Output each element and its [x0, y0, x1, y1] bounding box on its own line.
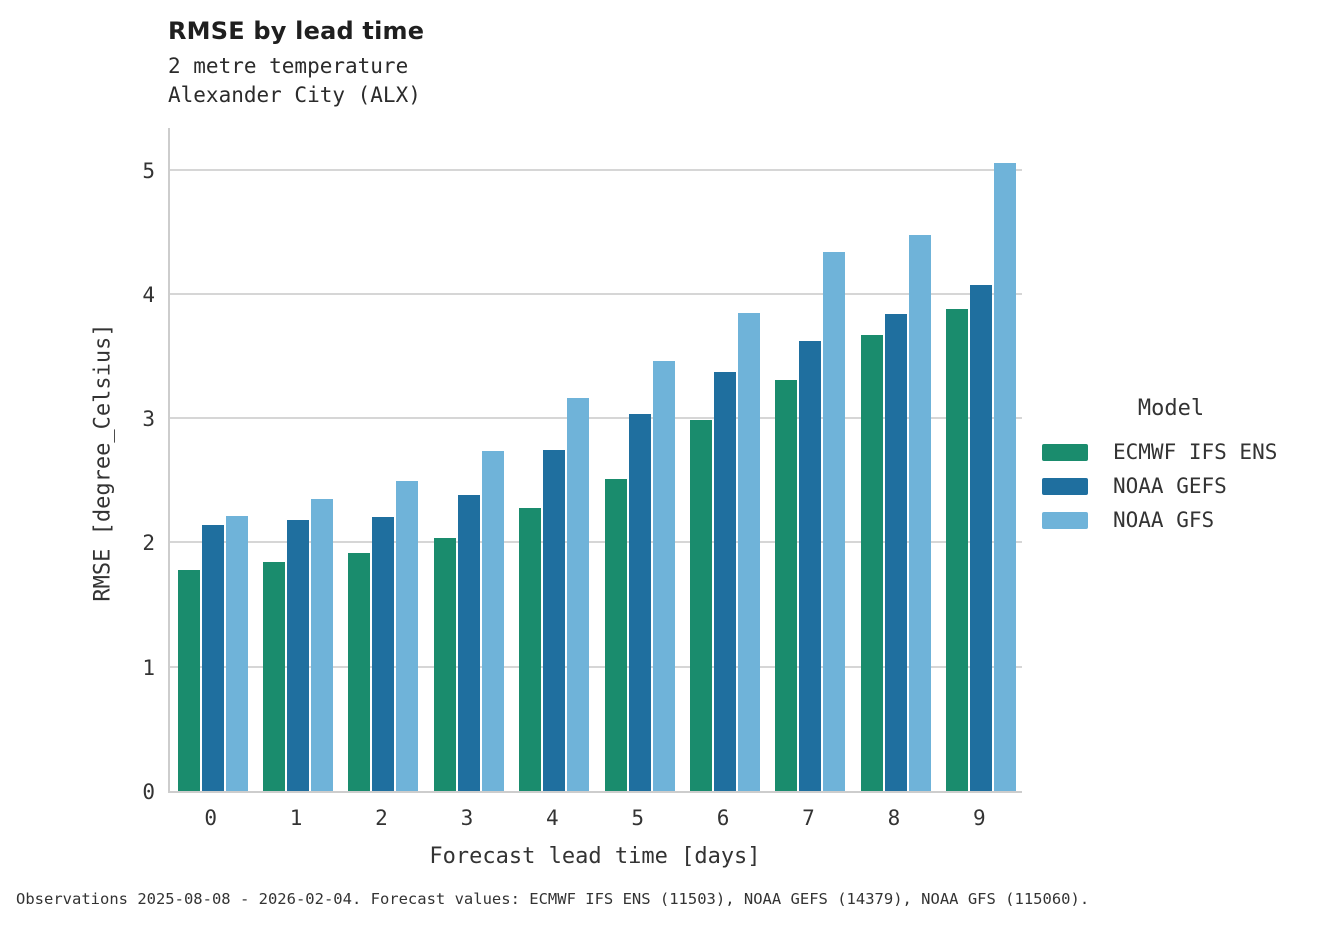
bar-group-lead-6 [682, 128, 767, 791]
legend: Model ECMWF IFS ENS NOAA GEFS NOAA GFS [1042, 396, 1312, 537]
bar-group-lead-4 [512, 128, 597, 791]
legend-label: ECMWF IFS ENS [1113, 440, 1278, 464]
bar-group-lead-3 [426, 128, 511, 791]
bar-ecmwf-ifs-ens-lead-0 [177, 570, 200, 791]
bar-ecmwf-ifs-ens-lead-6 [690, 420, 713, 791]
gridline-y-4 [170, 292, 1022, 295]
bar-ecmwf-ifs-ens-lead-9 [946, 308, 969, 791]
x-tick-label-0: 0 [204, 806, 218, 830]
y-tick-label-2: 2 [142, 531, 155, 556]
bar-group-lead-7 [768, 128, 853, 791]
bar-ecmwf-ifs-ens-lead-4 [519, 508, 542, 791]
x-tick-label-1: 1 [289, 806, 303, 830]
bar-noaa-gefs-lead-1 [287, 519, 310, 791]
plot-area [168, 128, 1022, 793]
bar-ecmwf-ifs-ens-lead-1 [263, 561, 286, 791]
gridline-y-1 [170, 665, 1022, 668]
bar-noaa-gfs-lead-1 [311, 498, 334, 791]
x-tick-label-7: 7 [802, 806, 815, 830]
legend-entries: ECMWF IFS ENS NOAA GEFS NOAA GFS [1042, 435, 1312, 537]
bar-noaa-gefs-lead-4 [543, 450, 566, 791]
bar-group-lead-1 [255, 128, 340, 791]
bar-ecmwf-ifs-ens-lead-8 [860, 334, 883, 791]
bar-noaa-gfs-lead-3 [481, 451, 504, 791]
bar-noaa-gfs-lead-9 [994, 162, 1017, 791]
bar-noaa-gfs-lead-5 [652, 360, 675, 791]
y-tick-label-3: 3 [142, 407, 155, 432]
legend-title: Model [1137, 396, 1205, 421]
y-tick-label-4: 4 [142, 282, 155, 307]
chart-subtitle: 2 metre temperature Alexander City (ALX) [168, 52, 421, 110]
legend-entry-noaa-gfs: NOAA GFS [1042, 503, 1312, 537]
bar-noaa-gfs-lead-8 [908, 234, 931, 791]
legend-swatch-icon [1042, 511, 1088, 529]
y-axis-title: RMSE [degree_Celsius] [90, 323, 116, 602]
bar-group-lead-0 [170, 128, 255, 791]
gridline-y-2 [170, 541, 1022, 544]
bar-noaa-gefs-lead-8 [884, 313, 907, 791]
footer-caption: Observations 2025-08-08 - 2026-02-04. Fo… [16, 890, 1090, 908]
legend-swatch-icon [1042, 443, 1088, 461]
bar-noaa-gfs-lead-4 [567, 398, 590, 791]
bar-noaa-gfs-lead-2 [396, 481, 419, 791]
x-tick-label-5: 5 [631, 806, 645, 830]
x-tick-label-8: 8 [887, 806, 901, 830]
bar-noaa-gefs-lead-0 [201, 524, 224, 791]
bar-ecmwf-ifs-ens-lead-5 [604, 478, 627, 791]
bar-group-lead-8 [853, 128, 938, 791]
x-tick-label-2: 2 [375, 806, 388, 830]
bar-group-lead-9 [939, 128, 1024, 791]
legend-entry-ecmwf-ifs-ens: ECMWF IFS ENS [1042, 435, 1312, 469]
bar-group-lead-2 [341, 128, 426, 791]
bar-noaa-gfs-lead-0 [225, 515, 248, 791]
x-axis-title: Forecast lead time [days] [429, 844, 761, 869]
legend-swatch-icon [1042, 477, 1088, 495]
bar-noaa-gefs-lead-7 [799, 341, 822, 791]
x-tick-label-6: 6 [716, 806, 730, 830]
y-tick-label-5: 5 [142, 158, 155, 183]
bar-noaa-gfs-lead-7 [823, 251, 846, 791]
y-tick-label-1: 1 [142, 655, 155, 680]
bar-noaa-gefs-lead-6 [714, 372, 737, 791]
gridline-y-5 [170, 168, 1022, 171]
bar-ecmwf-ifs-ens-lead-2 [348, 553, 371, 791]
y-tick-label-0: 0 [142, 780, 155, 804]
bar-noaa-gefs-lead-9 [970, 285, 993, 791]
gridline-y-3 [170, 417, 1022, 420]
x-tick-label-4: 4 [545, 806, 559, 830]
bar-noaa-gefs-lead-3 [457, 494, 480, 791]
bar-group-lead-5 [597, 128, 682, 791]
x-tick-label-9: 9 [972, 806, 986, 830]
bar-noaa-gfs-lead-6 [738, 312, 761, 791]
legend-label: NOAA GEFS [1113, 474, 1227, 498]
bar-ecmwf-ifs-ens-lead-3 [433, 538, 456, 791]
subtitle-station: Alexander City (ALX) [168, 83, 421, 107]
bar-noaa-gefs-lead-5 [628, 414, 651, 791]
x-tick-label-3: 3 [460, 806, 474, 830]
bar-noaa-gefs-lead-2 [372, 517, 395, 791]
bar-ecmwf-ifs-ens-lead-7 [775, 379, 798, 791]
chart-title: RMSE by lead time [168, 17, 425, 45]
subtitle-variable: 2 metre temperature [168, 54, 409, 78]
legend-label: NOAA GFS [1113, 508, 1215, 532]
legend-entry-noaa-gefs: NOAA GEFS [1042, 469, 1312, 503]
